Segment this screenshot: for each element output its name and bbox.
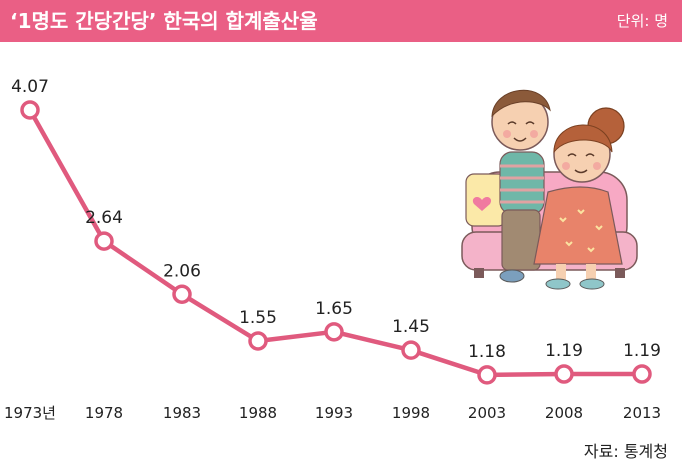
data-point-5 [401,340,421,360]
data-point-0 [20,100,40,120]
data-point-1 [94,231,114,251]
x-tick-label-4: 1993 [315,404,353,422]
data-point-6 [477,365,497,385]
x-tick-label-8: 2013 [623,404,661,422]
data-label-4: 1.65 [315,299,353,319]
x-tick-label-2: 1983 [163,404,201,422]
x-tick-label-6: 2003 [468,404,506,422]
fertility-line-chart: 4.07 2.64 2.06 1.55 1.65 1.45 1.18 1.19 1.19 197… [4,77,661,422]
data-label-1: 2.64 [85,208,123,228]
data-point-8 [632,364,652,384]
title-bar: ‘1명도 간당간당’ 한국의 합계출산율 단위: 명 [0,0,682,42]
data-point-4 [324,322,344,342]
data-label-0: 4.07 [11,77,49,97]
x-tick-label-5: 1998 [392,404,430,422]
data-label-6: 1.18 [468,342,506,362]
couple-on-sofa-icon [461,89,638,290]
x-tick-label-3: 1988 [239,404,277,422]
page-title: ‘1명도 간당간당’ 한국의 합계출산율 [10,9,318,33]
data-label-5: 1.45 [392,317,430,337]
x-tick-label-1: 1978 [85,404,123,422]
x-tick-label-0: 1973년 [4,404,56,422]
data-point-2 [172,284,192,304]
data-point-3 [248,331,268,351]
data-label-3: 1.55 [239,308,277,328]
source-note: 자료: 통계청 [583,442,668,461]
x-tick-label-7: 2008 [545,404,583,422]
data-point-7 [554,364,574,384]
data-label-2: 2.06 [163,261,201,281]
unit-label: 단위: 명 [616,12,668,30]
data-label-8: 1.19 [623,341,661,361]
data-label-7: 1.19 [545,341,583,361]
